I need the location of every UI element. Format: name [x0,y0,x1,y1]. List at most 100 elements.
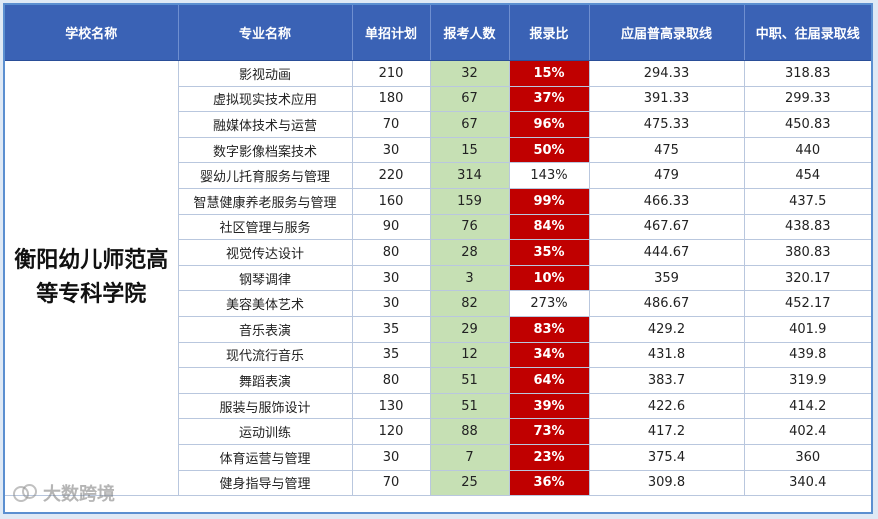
header-enroll-plan: 单招计划 [352,5,431,61]
enroll-plan-cell: 35 [351,315,431,343]
vocational-line-cell: 454 [743,162,871,189]
general-line-cell: 479 [588,162,745,189]
ratio-cell: 83% [508,315,590,343]
enroll-plan-cell: 90 [351,213,431,241]
enroll-plan-cell: 80 [351,239,431,266]
applicants-cell: 67 [429,85,510,113]
ratio-cell: 64% [508,367,590,394]
applicants-cell: 3 [429,264,510,292]
ratio-cell: 99% [508,187,590,215]
table-row: 虚拟现实技术应用 180 67 37% 391.33 299.33 [5,85,871,113]
applicants-cell: 32 [429,60,510,87]
general-line-cell: 391.33 [588,85,745,113]
enroll-plan-cell: 35 [351,341,431,369]
major-name-cell: 服装与服饰设计 [177,392,353,420]
major-name-cell: 社区管理与服务 [177,213,353,241]
applicants-cell: 12 [429,341,510,369]
vocational-line-cell: 299.33 [743,85,871,113]
general-line-cell: 294.33 [588,60,745,87]
header-row: 学校名称 专业名称 单招计划 报考人数 报录比 应届普高录取线 中职、往届录取线 [5,5,871,61]
enroll-plan-cell: 210 [351,60,431,87]
table-row: 钢琴调律 30 3 10% 359 320.17 [5,264,871,292]
applicants-cell: 29 [429,315,510,343]
enroll-plan-cell: 70 [351,469,431,497]
table-row: 衡阳幼儿师范高等专科学院 影视动画 210 32 15% 294.33 318.83 [5,59,871,497]
vocational-line-cell: 360 [743,443,871,471]
enroll-plan-cell: 30 [351,290,431,317]
ratio-cell: 143% [508,162,590,189]
table-row: 健身指导与管理 70 25 36% 309.8 340.4 [5,469,871,497]
applicants-cell: 314 [429,162,510,189]
major-name-cell: 虚拟现实技术应用 [177,85,353,113]
ratio-cell: 39% [508,392,590,420]
general-line-cell: 475 [588,136,745,164]
table-row: 运动训练 120 88 73% 417.2 402.4 [5,418,871,445]
major-name-cell: 融媒体技术与运营 [177,111,353,138]
vocational-line-cell: 320.17 [743,264,871,292]
table-row: 舞蹈表演 80 51 64% 383.7 319.9 [5,367,871,394]
major-name-cell: 运动训练 [177,418,353,445]
table-row: 婴幼儿托育服务与管理 220 314 143% 479 454 [5,162,871,189]
general-line-cell: 422.6 [588,392,745,420]
vocational-line-cell: 450.83 [743,111,871,138]
ratio-cell: 35% [508,239,590,266]
applicants-cell: 76 [429,213,510,241]
vocational-line-cell: 319.9 [743,367,871,394]
vocational-line-cell: 437.5 [743,187,871,215]
vocational-line-cell: 340.4 [743,469,871,497]
enroll-plan-cell: 160 [351,187,431,215]
applicants-cell: 7 [429,443,510,471]
general-line-cell: 467.67 [588,213,745,241]
vocational-line-cell: 452.17 [743,290,871,317]
ratio-cell: 37% [508,85,590,113]
table-body: 衡阳幼儿师范高等专科学院 影视动画 210 32 15% 294.33 318.83 虚拟现实… [5,59,871,497]
vocational-line-cell: 440 [743,136,871,164]
applicants-cell: 67 [429,111,510,138]
ratio-cell: 96% [508,111,590,138]
major-name-cell: 美容美体艺术 [177,290,353,317]
enroll-plan-cell: 80 [351,367,431,394]
table-row: 服装与服饰设计 130 51 39% 422.6 414.2 [5,392,871,420]
enroll-plan-cell: 130 [351,392,431,420]
major-name-cell: 现代流行音乐 [177,341,353,369]
general-line-cell: 417.2 [588,418,745,445]
enroll-plan-cell: 180 [351,85,431,113]
header-general-line: 应届普高录取线 [589,5,745,61]
header-school-name: 学校名称 [5,5,179,61]
enroll-plan-cell: 220 [351,162,431,189]
table-row: 音乐表演 35 29 83% 429.2 401.9 [5,315,871,343]
general-line-cell: 475.33 [588,111,745,138]
header-major-name: 专业名称 [178,5,353,61]
general-line-cell: 466.33 [588,187,745,215]
ratio-cell: 15% [508,60,590,87]
applicants-cell: 159 [429,187,510,215]
vocational-line-cell: 402.4 [743,418,871,445]
admission-table-frame: 学校名称 专业名称 单招计划 报考人数 报录比 应届普高录取线 中职、往届录取线… [3,3,873,514]
major-name-cell: 音乐表演 [177,315,353,343]
general-line-cell: 429.2 [588,315,745,343]
vocational-line-cell: 414.2 [743,392,871,420]
major-name-cell: 影视动画 [177,60,353,87]
major-name-cell: 数字影像档案技术 [177,136,353,164]
general-line-cell: 444.67 [588,239,745,266]
ratio-cell: 273% [508,290,590,317]
enroll-plan-cell: 30 [351,136,431,164]
vocational-line-cell: 439.8 [743,341,871,369]
ratio-cell: 73% [508,418,590,445]
applicants-cell: 51 [429,392,510,420]
enroll-plan-cell: 70 [351,111,431,138]
major-name-cell: 健身指导与管理 [177,469,353,497]
major-name-cell: 智慧健康养老服务与管理 [177,187,353,215]
general-line-cell: 359 [588,264,745,292]
vocational-line-cell: 318.83 [743,60,871,87]
header-vocational-line: 中职、往届录取线 [744,5,871,61]
ratio-cell: 23% [508,443,590,471]
enroll-plan-cell: 30 [351,264,431,292]
applicants-cell: 88 [429,418,510,445]
table-row: 体育运营与管理 30 7 23% 375.4 360 [5,443,871,471]
ratio-cell: 10% [508,264,590,292]
table-row: 美容美体艺术 30 82 273% 486.67 452.17 [5,290,871,317]
table-row: 融媒体技术与运营 70 67 96% 475.33 450.83 [5,111,871,138]
general-line-cell: 486.67 [588,290,745,317]
general-line-cell: 383.7 [588,367,745,394]
